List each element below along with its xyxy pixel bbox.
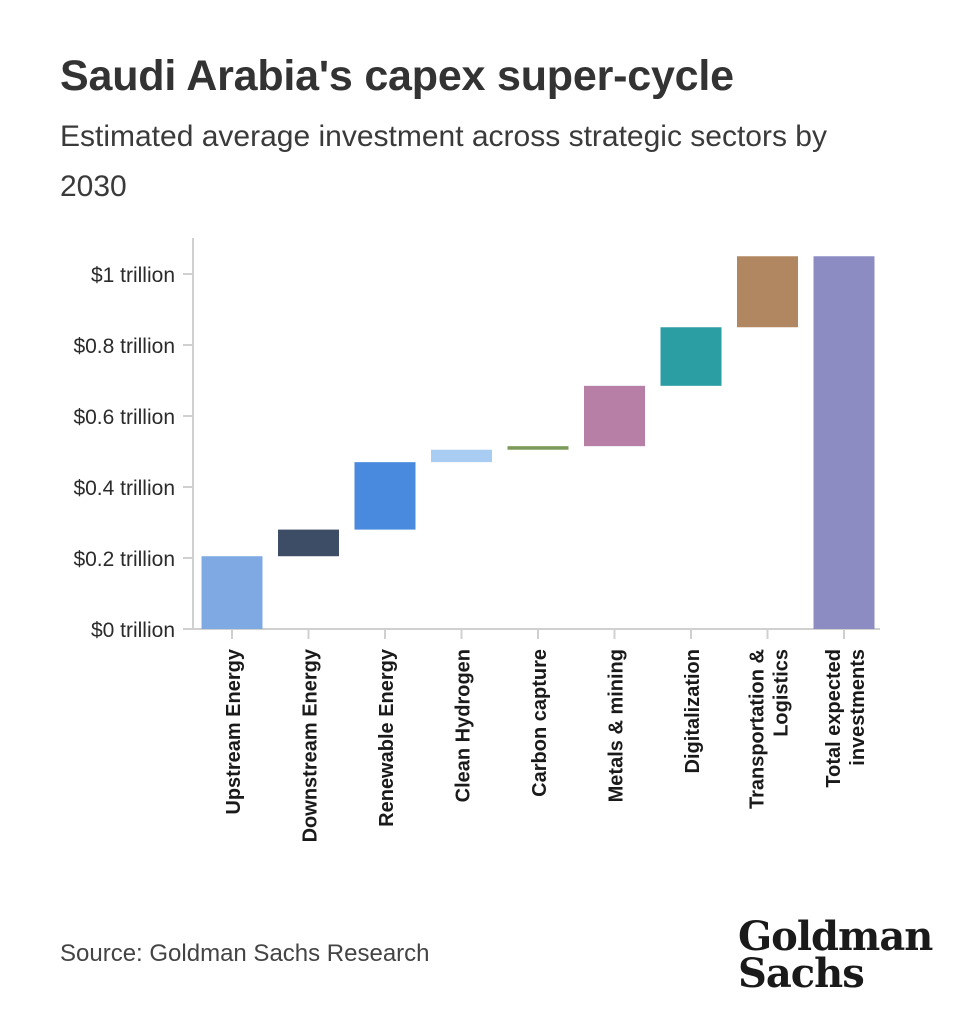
bar [584,385,645,447]
y-tick-label: $1 trillion [91,264,175,287]
bar [737,256,798,328]
bar [354,462,416,530]
bar [278,529,339,557]
y-axis: $0 trillion $0.2 trillion $0.4 trillion $0.… [73,238,194,642]
x-category-label: Transportation & [747,649,769,809]
x-category-label: Metals & mining [606,649,628,802]
bar [660,327,722,386]
x-category-label: Digitalization [682,649,704,773]
bar [431,449,492,463]
x-category-label: Total expected [823,649,845,788]
x-axis: Upstream Energy Downstream Energy Renewabl… [193,628,880,842]
x-category-label: Downstream Energy [300,648,322,842]
source-note: Source: Goldman Sachs Research [60,940,430,967]
bar [507,446,569,450]
y-tick-label: $0 trillion [91,619,175,642]
bars [201,256,875,629]
bar [201,556,263,629]
x-category-label: Carbon capture [529,649,551,797]
x-category-label: investments [847,649,869,766]
logo-line-2: Sachs [738,950,865,997]
y-tick-label: $0.8 trillion [73,335,175,358]
bar [813,256,875,629]
logo-line-1: Goldman [738,913,933,960]
x-category-label: Upstream Energy [223,648,245,814]
chart-subtitle: Estimated average investment across stra… [60,120,827,203]
goldman-sachs-logo: Goldman Sachs [738,913,933,997]
y-tick-label: $0.6 trillion [73,406,175,429]
y-tick-label: $0.4 trillion [73,477,175,500]
x-category-label: Logistics [771,649,793,737]
y-tick-label: $0.2 trillion [73,548,175,571]
x-category-label: Clean Hydrogen [453,649,475,802]
waterfall-chart: $0 trillion $0.2 trillion $0.4 trillion $0.… [73,238,880,842]
x-category-label: Renewable Energy [376,648,398,827]
chart-title: Saudi Arabia's capex super-cycle [60,52,734,100]
